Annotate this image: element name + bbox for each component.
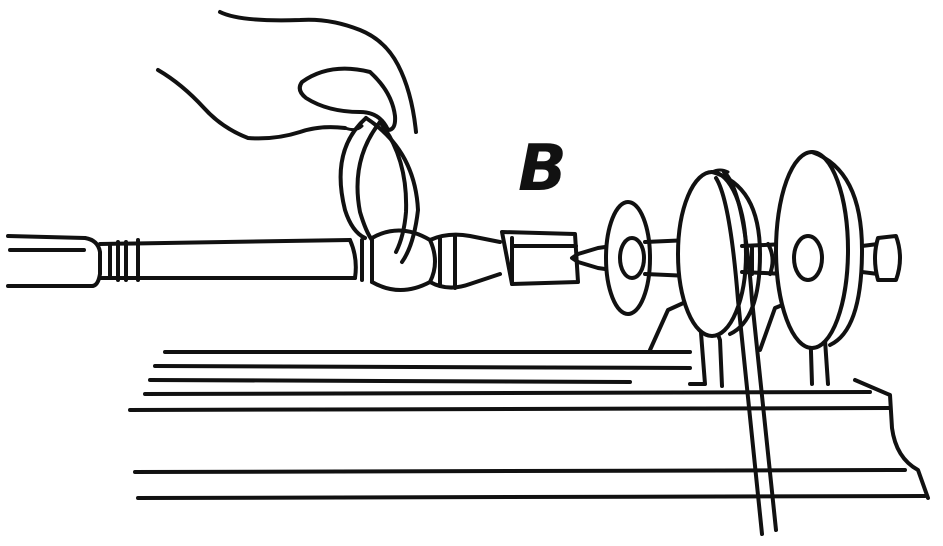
stock-shaft-end <box>348 238 358 280</box>
bed-rail-long-3 <box>136 494 927 500</box>
bed-rail-top-3 <box>148 378 632 384</box>
turning-tool <box>338 116 420 264</box>
thumb <box>297 66 398 132</box>
turning-stock <box>6 228 502 292</box>
nut-body <box>873 234 902 282</box>
spindle-nut <box>860 234 902 282</box>
tool-blade-outer <box>338 116 368 240</box>
stock-taper-bottom <box>428 272 502 290</box>
bed-rail-long-1 <box>128 406 892 412</box>
front-pulley-back <box>710 170 762 336</box>
finger-fold <box>343 124 364 132</box>
spindle-ring-2 <box>766 242 775 276</box>
belt-left-edge <box>714 176 764 536</box>
belt-loop-top <box>710 168 730 174</box>
bed-end-profile <box>853 378 930 500</box>
rear-pulley-back <box>810 150 864 347</box>
stock-taper-top <box>428 232 502 244</box>
chuck-block <box>500 230 580 286</box>
tool-curve-inner <box>378 120 409 254</box>
face-plate-hub <box>618 236 646 280</box>
stock-shaft-top <box>98 238 352 246</box>
stock-bulb <box>370 228 437 292</box>
lathe-bed <box>128 350 930 500</box>
centre-tip <box>570 252 580 264</box>
upper-hand-outline <box>218 10 418 134</box>
stock-top-edge-left <box>6 234 87 240</box>
tool-blade-inner <box>355 120 382 242</box>
rear-pulley <box>774 150 864 350</box>
face-plate-disc <box>604 200 652 316</box>
operator-hand <box>156 10 418 141</box>
lower-hand-outline <box>156 68 347 141</box>
figure-label-b: B <box>518 132 567 206</box>
belt-right-edge <box>722 170 778 532</box>
face-plate <box>604 200 692 316</box>
chuck-outline <box>500 230 580 286</box>
bed-rail-top-2 <box>153 364 692 370</box>
rear-pulley-hub <box>792 234 824 282</box>
drive-belt <box>710 168 778 536</box>
bed-rail-long-2 <box>133 468 907 474</box>
stock-collar <box>83 236 102 288</box>
